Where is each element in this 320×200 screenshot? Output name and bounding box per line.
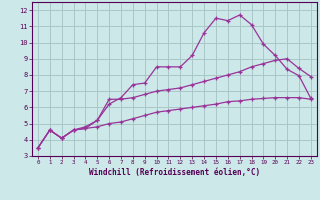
X-axis label: Windchill (Refroidissement éolien,°C): Windchill (Refroidissement éolien,°C) xyxy=(89,168,260,177)
